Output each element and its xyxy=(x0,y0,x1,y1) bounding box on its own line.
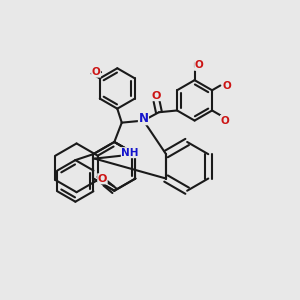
Text: O: O xyxy=(152,91,161,100)
Text: NH: NH xyxy=(121,148,139,158)
Text: N: N xyxy=(139,112,148,125)
Text: O: O xyxy=(92,67,100,77)
Text: O: O xyxy=(195,60,203,70)
Text: O: O xyxy=(220,116,229,126)
Text: O: O xyxy=(98,174,107,184)
Text: O: O xyxy=(223,80,231,91)
